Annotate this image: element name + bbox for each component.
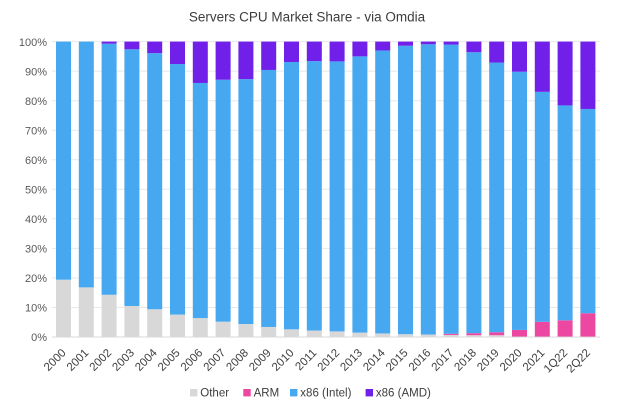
svg-text:ARM: ARM: [254, 388, 280, 400]
svg-text:30%: 30%: [25, 244, 47, 256]
svg-text:0%: 0%: [31, 332, 47, 344]
svg-text:40%: 40%: [25, 214, 47, 226]
svg-text:Other: Other: [200, 388, 229, 400]
svg-text:60%: 60%: [25, 155, 47, 167]
svg-text:Servers CPU Market Share - via: Servers CPU Market Share - via Omdia: [189, 10, 426, 25]
svg-text:20%: 20%: [25, 273, 47, 285]
svg-text:50%: 50%: [25, 185, 47, 197]
svg-text:x86 (Intel): x86 (Intel): [300, 388, 351, 400]
svg-text:10%: 10%: [25, 303, 47, 315]
svg-text:x86 (AMD): x86 (AMD): [376, 388, 431, 400]
svg-text:90%: 90%: [25, 66, 47, 78]
svg-text:70%: 70%: [25, 125, 47, 137]
svg-text:100%: 100%: [19, 37, 47, 49]
svg-text:80%: 80%: [25, 96, 47, 108]
